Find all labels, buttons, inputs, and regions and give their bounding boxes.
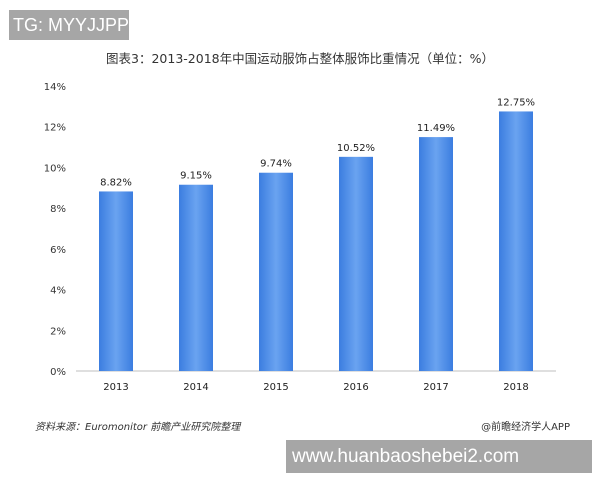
bar-2016: [339, 156, 373, 371]
x-tick-label: 2014: [183, 382, 208, 393]
data-label: 12.75%: [497, 97, 535, 108]
watermark-top: TG: MYYJJPP: [9, 10, 129, 40]
y-tick-label: 0%: [50, 367, 66, 378]
x-tick-label: 2016: [343, 382, 368, 393]
x-tick-label: 2018: [503, 382, 528, 393]
bar-2013: [99, 191, 133, 371]
y-tick-label: 10%: [44, 163, 66, 174]
x-tick-label: 2017: [423, 382, 448, 393]
data-label: 9.15%: [180, 171, 212, 182]
y-tick-label: 4%: [50, 286, 66, 297]
y-tick-label: 8%: [50, 204, 66, 215]
y-tick-label: 14%: [44, 82, 66, 93]
y-tick-label: 2%: [50, 326, 66, 337]
y-tick-label: 12%: [44, 123, 66, 134]
x-tick-label: 2015: [263, 382, 288, 393]
source-note: 资料来源：Euromonitor 前瞻产业研究院整理: [35, 422, 241, 433]
x-tick-label: 2013: [103, 382, 128, 393]
bar-2017: [419, 137, 453, 371]
data-label: 9.74%: [260, 159, 292, 170]
watermark-bottom: www.huanbaoshebei2.com: [286, 440, 592, 473]
y-tick-label: 6%: [50, 245, 66, 256]
data-label: 8.82%: [100, 177, 132, 188]
data-label: 10.52%: [337, 143, 375, 154]
bar-2015: [259, 172, 293, 371]
bar-2018: [499, 111, 533, 372]
bar-2014: [179, 184, 213, 371]
data-label: 11.49%: [417, 123, 455, 134]
chart-title: 图表3：2013-2018年中国运动服饰占整体服饰比重情况（单位：%）: [106, 51, 494, 66]
credit-note: @前瞻经济学人APP: [481, 422, 570, 433]
